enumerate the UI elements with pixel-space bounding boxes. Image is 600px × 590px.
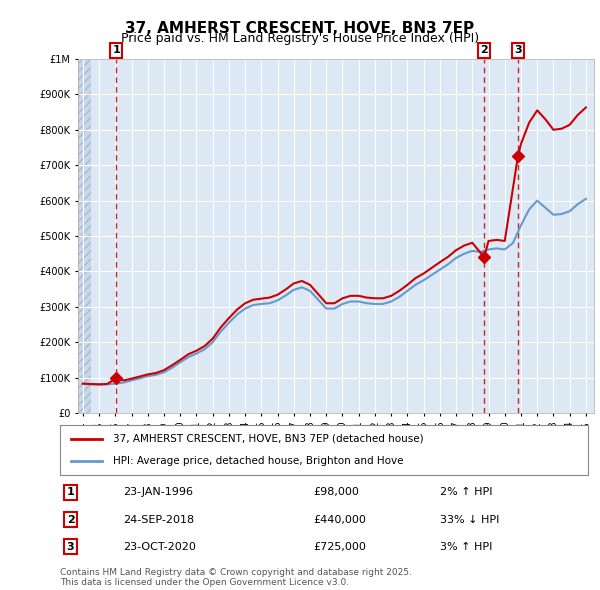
Text: 3% ↑ HPI: 3% ↑ HPI — [440, 542, 493, 552]
Text: 1: 1 — [67, 487, 74, 497]
Text: 3: 3 — [67, 542, 74, 552]
Text: 2: 2 — [480, 45, 488, 55]
Text: £98,000: £98,000 — [313, 487, 359, 497]
Text: 2% ↑ HPI: 2% ↑ HPI — [440, 487, 493, 497]
Text: HPI: Average price, detached house, Brighton and Hove: HPI: Average price, detached house, Brig… — [113, 456, 403, 466]
Text: £725,000: £725,000 — [313, 542, 367, 552]
Text: 33% ↓ HPI: 33% ↓ HPI — [440, 514, 500, 525]
Bar — [75, 59, 91, 413]
Text: £440,000: £440,000 — [313, 514, 367, 525]
Text: Contains HM Land Registry data © Crown copyright and database right 2025.
This d: Contains HM Land Registry data © Crown c… — [60, 568, 412, 587]
Text: 37, AMHERST CRESCENT, HOVE, BN3 7EP: 37, AMHERST CRESCENT, HOVE, BN3 7EP — [125, 21, 475, 35]
Text: Price paid vs. HM Land Registry's House Price Index (HPI): Price paid vs. HM Land Registry's House … — [121, 32, 479, 45]
Text: 2: 2 — [67, 514, 74, 525]
Text: 37, AMHERST CRESCENT, HOVE, BN3 7EP (detached house): 37, AMHERST CRESCENT, HOVE, BN3 7EP (det… — [113, 434, 424, 444]
Text: 23-JAN-1996: 23-JAN-1996 — [124, 487, 193, 497]
Text: 24-SEP-2018: 24-SEP-2018 — [124, 514, 194, 525]
Text: 3: 3 — [514, 45, 522, 55]
Text: 23-OCT-2020: 23-OCT-2020 — [124, 542, 196, 552]
Text: 1: 1 — [112, 45, 120, 55]
